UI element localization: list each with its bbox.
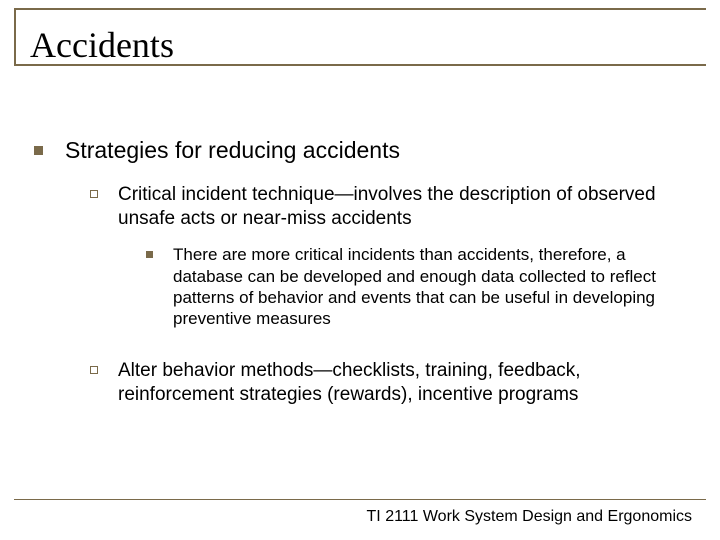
bullet-level3: There are more critical incidents than a… [146, 244, 692, 329]
square-bullet-icon [34, 146, 43, 155]
bullet-level2: Critical incident technique—involves the… [90, 183, 692, 231]
bullet-level2-text: Critical incident technique—involves the… [118, 183, 692, 231]
slide-body: Strategies for reducing accidents Critic… [28, 136, 692, 407]
footer-text: TI 2111 Work System Design and Ergonomic… [367, 508, 692, 526]
title-rule-top [14, 8, 706, 10]
open-square-bullet-icon [90, 366, 98, 374]
slide-title: Accidents [30, 24, 692, 66]
bullet-level2: Alter behavior methods—checklists, train… [90, 359, 692, 407]
footer-rule [14, 499, 706, 500]
bullet-level2-text: Alter behavior methods—checklists, train… [118, 359, 692, 407]
spacer [34, 349, 692, 359]
small-square-bullet-icon [146, 251, 153, 258]
title-rule-bottom [14, 64, 706, 66]
title-rule-vertical [14, 8, 16, 64]
open-square-bullet-icon [90, 190, 98, 198]
bullet-level1: Strategies for reducing accidents [34, 136, 692, 165]
bullet-level1-text: Strategies for reducing accidents [65, 136, 400, 165]
bullet-level3-text: There are more critical incidents than a… [173, 244, 692, 329]
slide: Accidents Strategies for reducing accide… [0, 0, 720, 540]
